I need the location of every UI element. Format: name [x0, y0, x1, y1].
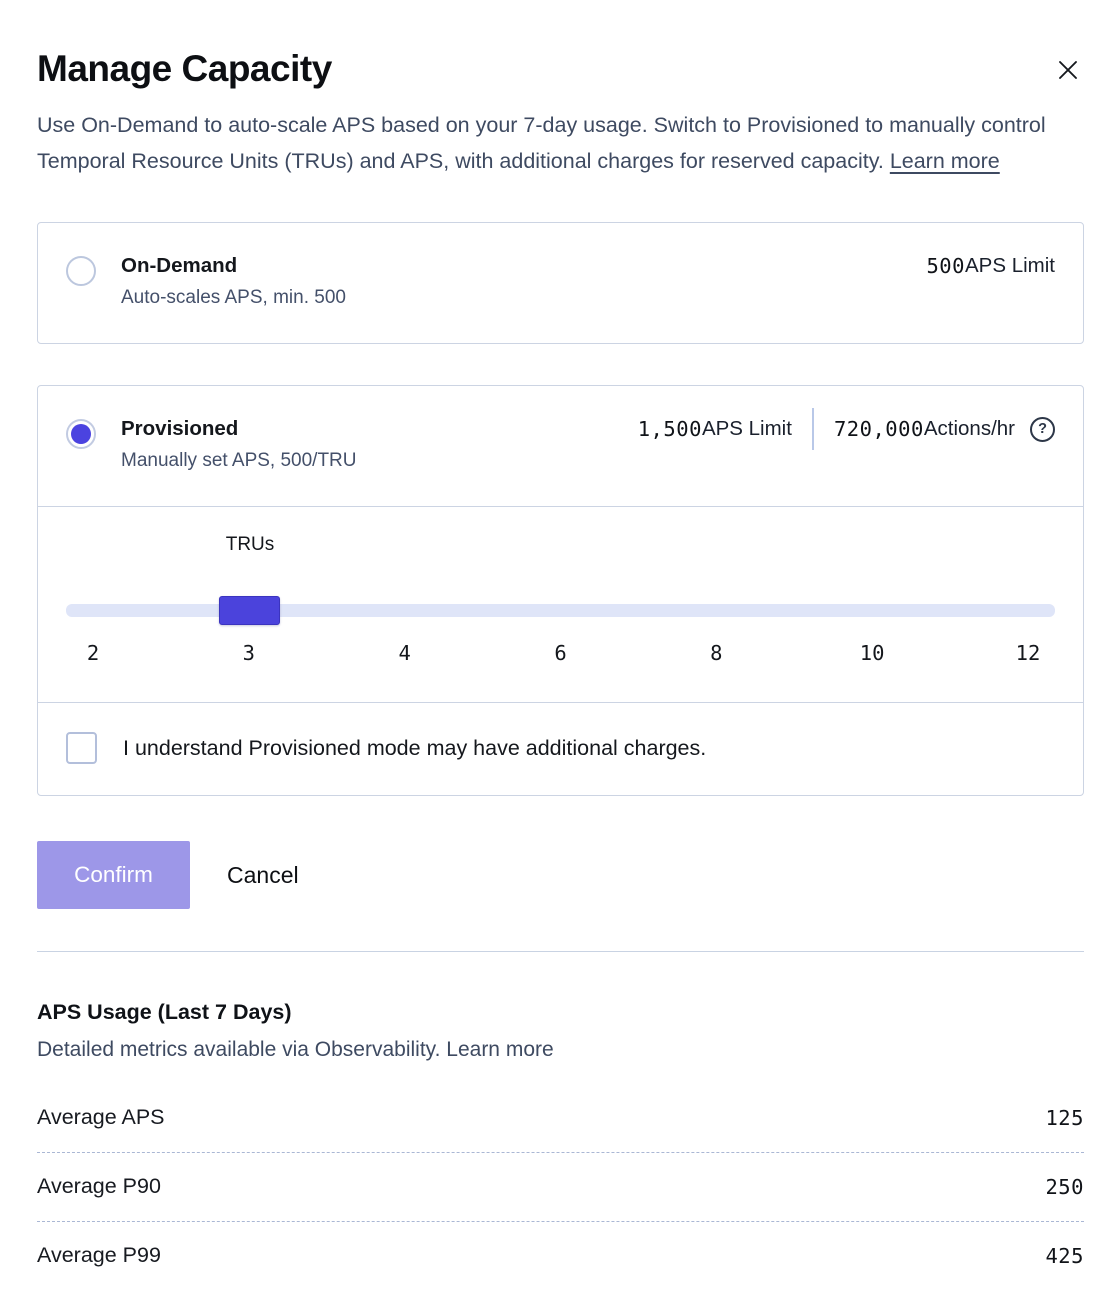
slider-label: TRUs — [225, 534, 275, 555]
provisioned-text: Provisioned Manually set APS, 500/TRU — [121, 417, 638, 472]
tru-slider-section: TRUs 2 3 4 6 8 10 12 — [38, 506, 1083, 702]
slider-handle[interactable] — [219, 596, 280, 625]
acknowledge-row: I understand Provisioned mode may have a… — [38, 702, 1083, 795]
tru-slider: TRUs 2 3 4 6 8 10 12 — [66, 534, 1055, 674]
on-demand-text: On-Demand Auto-scales APS, min. 500 — [121, 254, 926, 309]
slider-tick: 10 — [859, 641, 885, 665]
on-demand-label: On-Demand — [121, 254, 238, 277]
usage-subheading-text: Detailed metrics available via Observabi… — [37, 1038, 447, 1061]
usage-subheading: Detailed metrics available via Observabi… — [37, 1038, 1084, 1062]
usage-heading: APS Usage (Last 7 Days) — [37, 1000, 292, 1024]
provisioned-sublabel: Manually set APS, 500/TRU — [121, 450, 357, 471]
metric-value: 250 — [1045, 1174, 1084, 1199]
confirm-button[interactable]: Confirm — [37, 841, 190, 909]
slider-tick: 2 — [86, 641, 100, 665]
provisioned-values: 1,500 APS Limit 720,000 Actions/hr ? — [638, 408, 1055, 450]
usage-learn-more-link[interactable]: Learn more — [446, 1038, 554, 1061]
acknowledge-checkbox[interactable] — [66, 732, 97, 764]
on-demand-aps-suffix: APS Limit — [965, 254, 1055, 277]
on-demand-aps-value: 500 — [926, 254, 965, 278]
on-demand-row: On-Demand Auto-scales APS, min. 500 500 … — [38, 223, 1083, 343]
on-demand-radio[interactable] — [66, 256, 96, 286]
on-demand-value: 500 APS Limit — [926, 245, 1055, 287]
acknowledge-label: I understand Provisioned mode may have a… — [123, 735, 707, 760]
provisioned-aps-suffix: APS Limit — [701, 417, 792, 440]
provisioned-option-card[interactable]: Provisioned Manually set APS, 500/TRU 1,… — [37, 385, 1084, 796]
value-divider — [811, 408, 814, 450]
metric-label: Average APS — [37, 1105, 165, 1129]
usage-metrics-table: Average APS 125 Average P90 250 Average … — [37, 1084, 1084, 1290]
description-text: Use On-Demand to auto-scale APS based on… — [37, 113, 1046, 173]
slider-tick: 12 — [1015, 641, 1041, 665]
provisioned-actions-value: 720,000 — [833, 417, 924, 441]
table-row: Average P99 425 — [37, 1222, 1084, 1290]
on-demand-option-card[interactable]: On-Demand Auto-scales APS, min. 500 500 … — [37, 222, 1084, 344]
provisioned-label: Provisioned — [121, 417, 239, 440]
radio-dot — [71, 261, 91, 281]
provisioned-row: Provisioned Manually set APS, 500/TRU 1,… — [38, 386, 1083, 506]
provisioned-aps-value: 1,500 — [637, 417, 702, 441]
table-row: Average APS 125 — [37, 1084, 1084, 1153]
slider-track[interactable] — [66, 604, 1055, 617]
dialog-actions: Confirm Cancel — [37, 841, 1084, 909]
on-demand-sublabel: Auto-scales APS, min. 500 — [121, 287, 346, 308]
help-icon[interactable]: ? — [1030, 416, 1055, 442]
slider-tick: 4 — [398, 641, 411, 665]
close-button[interactable] — [1052, 54, 1084, 86]
radio-dot — [71, 424, 91, 444]
metric-label: Average P99 — [37, 1243, 161, 1267]
learn-more-link[interactable]: Learn more — [889, 148, 1000, 173]
close-icon — [1056, 58, 1080, 82]
aps-usage-section: APS Usage (Last 7 Days) Detailed metrics… — [37, 1000, 1084, 1290]
section-divider — [37, 951, 1084, 952]
slider-tick: 6 — [554, 641, 567, 665]
dialog-header: Manage Capacity — [37, 48, 1084, 90]
page-title: Manage Capacity — [37, 48, 332, 89]
metric-label: Average P90 — [37, 1174, 161, 1198]
provisioned-radio[interactable] — [66, 419, 96, 449]
dialog-description: Use On-Demand to auto-scale APS based on… — [37, 108, 1084, 179]
metric-value: 125 — [1045, 1105, 1084, 1130]
table-row: Average P90 250 — [37, 1153, 1084, 1222]
metric-value: 425 — [1045, 1243, 1084, 1268]
slider-tick: 8 — [710, 641, 723, 665]
slider-tick: 3 — [242, 641, 255, 665]
provisioned-actions-suffix: Actions/hr — [923, 417, 1015, 440]
slider-tick-labels: 2 3 4 6 8 10 12 — [66, 641, 1055, 665]
cancel-button[interactable]: Cancel — [227, 861, 299, 888]
